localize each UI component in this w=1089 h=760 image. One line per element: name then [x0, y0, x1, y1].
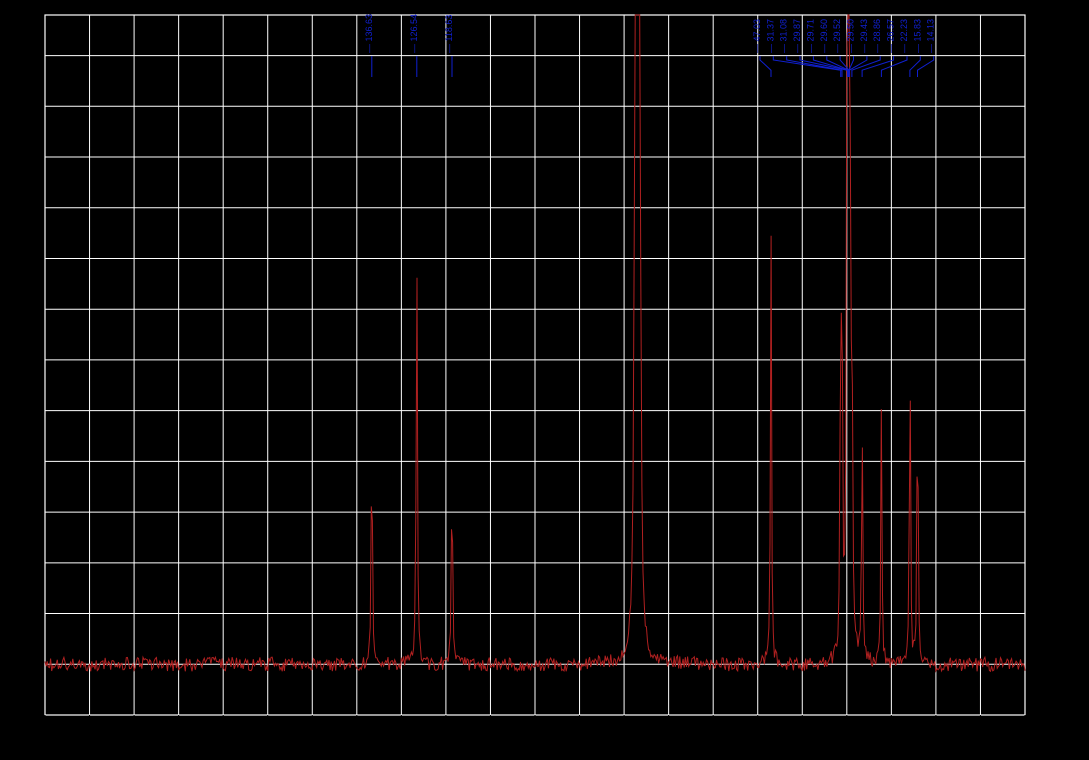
x-tick-label: 10 [930, 724, 942, 735]
peak-label-text: — 29.50 [846, 19, 856, 53]
x-tick-label: 140 [348, 724, 365, 735]
peak-label-text: — 29.71 [805, 19, 815, 53]
peak-label-text: — 15.83 [912, 19, 922, 53]
x-tick-label: 130 [393, 724, 410, 735]
x-tick-label: 150 [304, 724, 321, 735]
x-tick-label: 70 [663, 724, 675, 735]
peak-label-text: — 136.63 [364, 14, 374, 53]
x-tick-label: 80 [619, 724, 631, 735]
x-tick-label: 170 [215, 724, 232, 735]
x-tick-label: 160 [259, 724, 276, 735]
x-tick-label: 30 [841, 724, 853, 735]
x-tick-label: 190 [126, 724, 143, 735]
x-tick-label: 60 [708, 724, 720, 735]
x-tick-label: 110 [482, 724, 498, 735]
peak-label-text: — 29.43 [859, 19, 869, 53]
peak-label-text: — 22.23 [899, 19, 909, 53]
peak-label-text: — 126.54 [409, 14, 419, 53]
peak-label-text: — 29.60 [819, 19, 829, 53]
nmr-spectrum-chart: — 136.63 — 126.54 — 118.63 — 47.03— 31.37 — … [0, 0, 1089, 760]
x-axis-label: f1 (ppm) [515, 738, 556, 750]
peak-label-text: — 31.08 [779, 19, 789, 53]
peak-label-text: — 118.63 [444, 15, 454, 53]
x-tick-label: 200 [81, 724, 98, 735]
x-tick-label: 100 [527, 724, 544, 735]
peak-label-text: — 47.03 [752, 19, 762, 53]
x-tick-label: 90 [574, 724, 586, 735]
x-tick-label: 120 [438, 724, 455, 735]
peak-label-text: — 31.37 [765, 19, 775, 53]
peak-label-text: — 26.57 [886, 19, 896, 53]
peak-label-text: — 29.52 [832, 19, 842, 53]
chart-background [0, 0, 1089, 760]
peak-label-text: — 14.13 [926, 19, 936, 53]
x-tick-label: 50 [752, 724, 764, 735]
peak-label-text: — 29.87 [792, 19, 802, 53]
peak-label-text: — 28.86 [872, 19, 882, 53]
x-tick-label: -10 [1018, 724, 1033, 735]
x-tick-label: 0 [978, 724, 984, 735]
x-tick-label: 20 [886, 724, 898, 735]
x-tick-label: 40 [797, 724, 809, 735]
x-tick-label: 180 [170, 724, 187, 735]
x-tick-label: 210 [37, 724, 54, 735]
